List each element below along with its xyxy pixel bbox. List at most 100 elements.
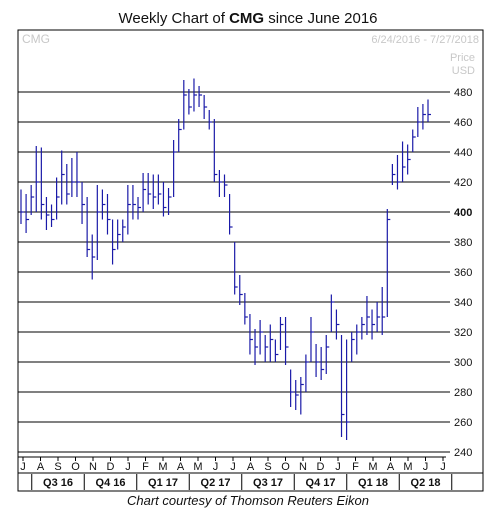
x-month-label: M: [193, 461, 202, 473]
ohlc-bar: [330, 294, 335, 332]
x-month-label: M: [158, 461, 167, 473]
ohlc-bar: [325, 335, 330, 374]
ohlc-bar: [173, 140, 177, 197]
ohlc-bar: [371, 309, 376, 340]
x-month-label: J: [20, 461, 26, 473]
x-month-label: J: [213, 461, 219, 473]
ohlc-bar: [213, 119, 218, 182]
x-month-label: J: [335, 461, 341, 473]
x-month-label: J: [440, 461, 446, 473]
ohlc-bar: [35, 146, 40, 212]
y-tick-label: 400: [454, 207, 472, 219]
x-quarter-label: Q3 17: [253, 477, 283, 489]
x-quarter-label: Q2 17: [201, 477, 231, 489]
x-month-label: M: [403, 461, 412, 473]
x-month-label: A: [247, 461, 255, 473]
ohlc-bar: [50, 204, 55, 227]
ohlc-bar: [91, 234, 96, 280]
x-month-label: S: [54, 461, 61, 473]
ohlc-bar: [56, 177, 60, 220]
title-prefix: Weekly Chart of: [118, 10, 230, 27]
ohlc-bar: [157, 174, 162, 205]
ohlc-bar: [284, 317, 289, 365]
ohlc-bar: [391, 164, 396, 185]
ohlc-bar: [239, 275, 243, 305]
y-tick-label: 360: [454, 267, 472, 279]
ohlc-bar: [340, 335, 345, 437]
ohlc-bar: [351, 332, 355, 362]
ohlc-bar: [361, 317, 365, 340]
ohlc-bar: [320, 347, 325, 380]
ohlc-bar: [396, 155, 401, 190]
ohlc-bar: [422, 104, 426, 130]
ohlc-bar: [61, 150, 65, 205]
y-tick-label: 260: [454, 417, 472, 429]
chart-title: Weekly Chart of CMG since June 2016: [0, 10, 496, 27]
ohlc-bar: [147, 173, 152, 205]
x-month-label: J: [125, 461, 131, 473]
ohlc-bar: [274, 339, 279, 362]
ohlc-bar: [279, 317, 284, 350]
x-month-label: A: [387, 461, 395, 473]
ohlc-bar: [269, 324, 274, 362]
ohlc-bar: [117, 219, 121, 250]
ohlc-bar: [300, 377, 304, 415]
ohlc-bar: [335, 309, 340, 340]
ohlc-bar: [167, 188, 172, 215]
x-month-label: D: [317, 461, 325, 473]
x-month-label: F: [352, 461, 359, 473]
ohlc-bar: [188, 89, 192, 115]
ohlc-bar: [76, 152, 80, 197]
x-month-label: A: [37, 461, 45, 473]
ohlc-bar: [96, 185, 101, 260]
ohlc-bar: [152, 174, 157, 209]
ohlc-bar: [45, 197, 50, 230]
ohlc-bar: [183, 80, 187, 130]
ohlc-bar: [25, 194, 30, 233]
ohlc-bar: [208, 110, 213, 130]
x-month-label: S: [264, 461, 271, 473]
ohlc-bar: [137, 197, 142, 220]
x-month-label: O: [281, 461, 290, 473]
y-axis-ticks: 480 460 440 420 400 380 360 340 320 300 280 260 240: [446, 87, 472, 459]
y-tick-label: 480: [454, 87, 472, 99]
x-month-label: J: [230, 461, 236, 473]
ohlc-bar: [127, 185, 131, 235]
x-month-label: N: [299, 461, 307, 473]
ohlc-bar: [259, 320, 264, 355]
ohlc-bar: [290, 369, 294, 407]
x-quarter-label: Q1 17: [148, 477, 178, 489]
symbol-label: CMG: [22, 32, 50, 46]
ohlc-bar: [106, 194, 111, 235]
y-tick-label: 320: [454, 327, 472, 339]
x-month-label: N: [89, 461, 97, 473]
ohlc-bar: [132, 185, 136, 220]
ohlc-bar: [20, 189, 24, 224]
ohlc-bar: [234, 242, 238, 295]
y-tick-label: 440: [454, 147, 472, 159]
ohlc-bar: [356, 324, 360, 355]
ohlc-bar: [71, 158, 75, 197]
x-quarter-label: Q2 18: [411, 477, 441, 489]
chart-credit: Chart courtesy of Thomson Reuters Eikon: [126, 493, 370, 508]
ohlc-bar: [122, 219, 126, 242]
y-tick-label: 340: [454, 297, 472, 309]
ohlc-bar: [162, 182, 167, 217]
ohlc-bar: [142, 173, 147, 212]
ohlc-bar: [101, 189, 106, 220]
x-month-label: A: [177, 461, 185, 473]
x-month-label: D: [107, 461, 115, 473]
ohlc-bar: [81, 182, 86, 224]
ohlc-bar: [264, 335, 269, 362]
x-axis-ticks: J A S O N D J F M A M J J A S O N D J F M A M J JQ3 16 Q4 16 Q1 17…: [20, 457, 453, 490]
y-tick-label: 240: [454, 447, 472, 459]
ohlc-bar: [178, 119, 182, 152]
ohlc-bar: [86, 197, 91, 257]
ohlc-bar: [427, 99, 431, 122]
y-tick-label: 380: [454, 237, 472, 249]
x-month-label: F: [142, 461, 149, 473]
ohlc-bar: [66, 164, 70, 205]
y-tick-label: 300: [454, 357, 472, 369]
chart-frame: [17, 29, 484, 492]
